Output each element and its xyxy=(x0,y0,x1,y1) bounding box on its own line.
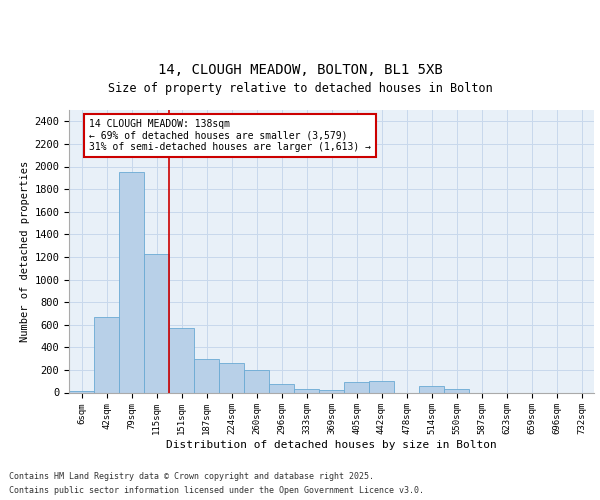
Bar xyxy=(294,388,319,392)
Bar xyxy=(194,358,219,392)
Y-axis label: Number of detached properties: Number of detached properties xyxy=(20,160,30,342)
Bar xyxy=(219,363,244,392)
Bar xyxy=(319,390,344,392)
Bar xyxy=(444,389,469,392)
Text: Size of property relative to detached houses in Bolton: Size of property relative to detached ho… xyxy=(107,82,493,95)
Bar xyxy=(369,380,394,392)
Bar xyxy=(269,384,294,392)
Bar xyxy=(94,317,119,392)
Bar xyxy=(344,382,369,392)
Bar xyxy=(144,254,169,392)
Text: 14, CLOUGH MEADOW, BOLTON, BL1 5XB: 14, CLOUGH MEADOW, BOLTON, BL1 5XB xyxy=(158,64,442,78)
X-axis label: Distribution of detached houses by size in Bolton: Distribution of detached houses by size … xyxy=(166,440,497,450)
Text: Contains HM Land Registry data © Crown copyright and database right 2025.: Contains HM Land Registry data © Crown c… xyxy=(9,472,374,481)
Text: 14 CLOUGH MEADOW: 138sqm
← 69% of detached houses are smaller (3,579)
31% of sem: 14 CLOUGH MEADOW: 138sqm ← 69% of detach… xyxy=(89,119,371,152)
Bar xyxy=(119,172,144,392)
Bar xyxy=(419,386,444,392)
Text: Contains public sector information licensed under the Open Government Licence v3: Contains public sector information licen… xyxy=(9,486,424,495)
Bar xyxy=(169,328,194,392)
Bar xyxy=(244,370,269,392)
